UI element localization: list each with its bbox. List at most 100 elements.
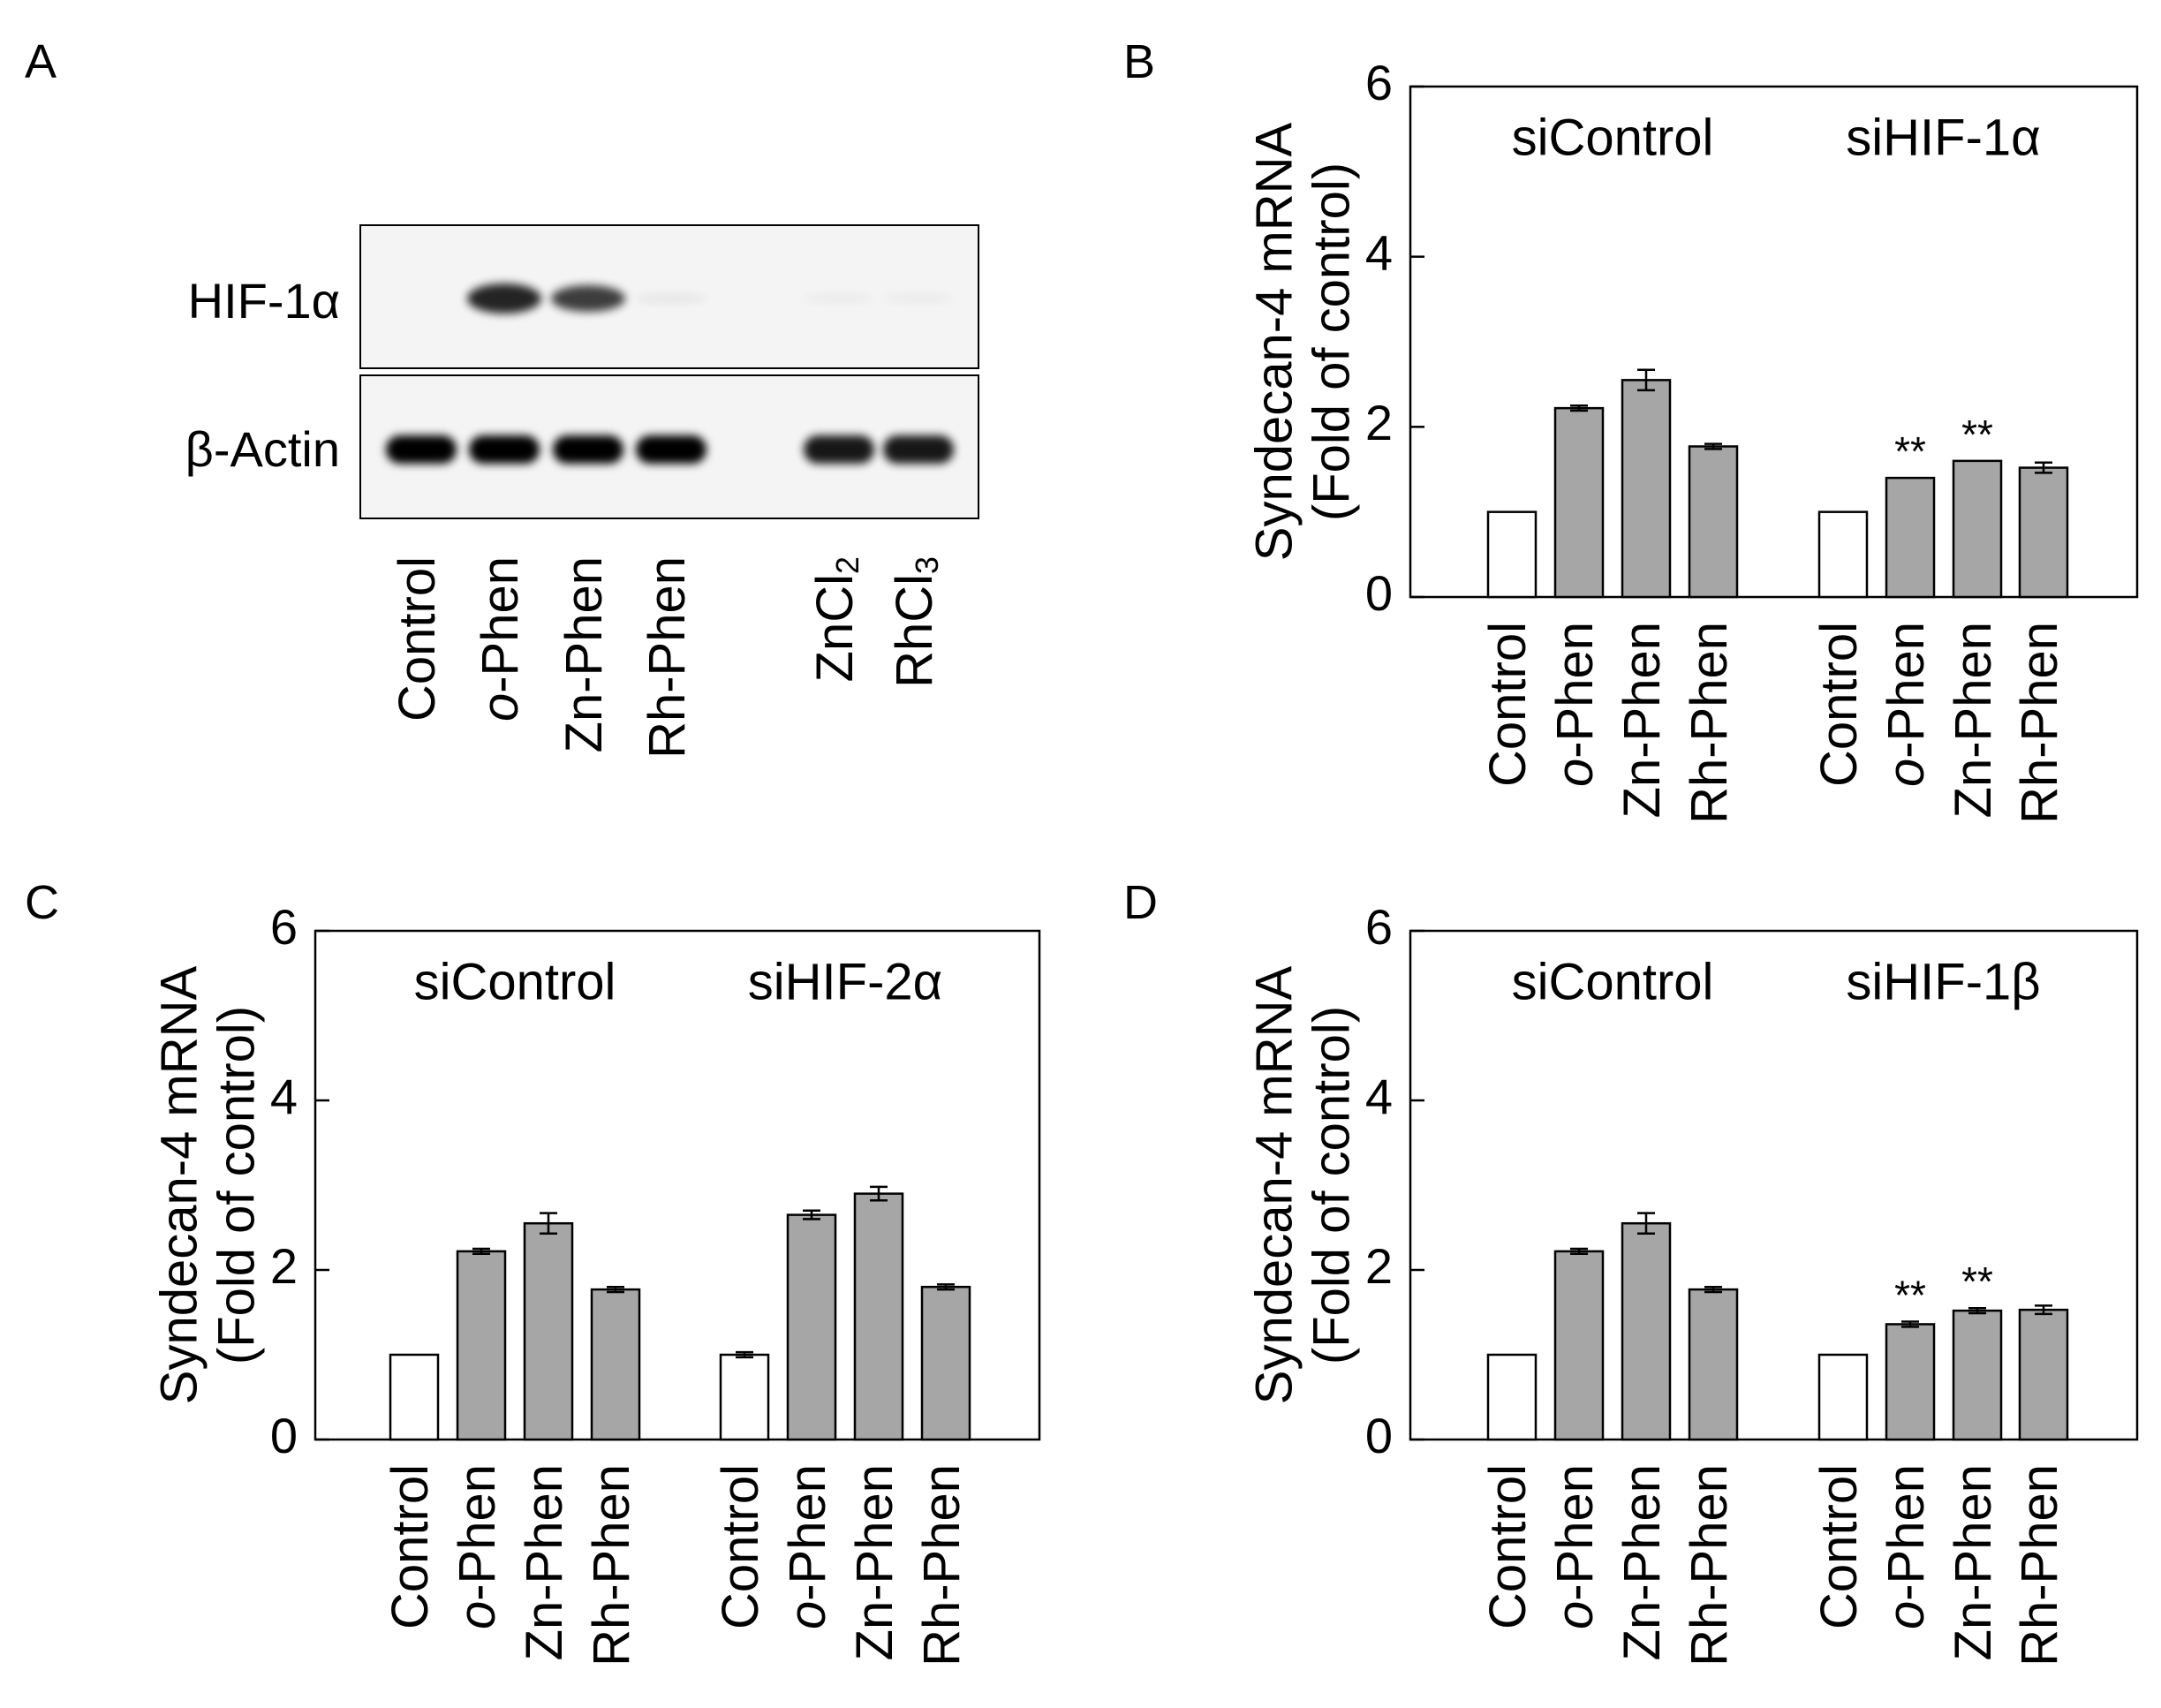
actin-band [386,435,457,464]
chart-panel-d: 0 2 4 6 Syndecan-4 mRNA (Fold of control) Cont… [1245,899,2139,1666]
y-tick-label: 0 [270,1408,298,1463]
bar-sihif-1-o-phen [1885,1323,1936,1441]
group-label-sihif-1: siHIF-1β [1846,953,2040,1010]
significance-marker: ** [1961,412,1993,457]
bar-sihif-1-rh-phen [2018,466,2069,599]
y-axis-label-line2: (Fold of control) [1303,1006,1360,1364]
bar-sicontrol-control [1486,1353,1538,1441]
bar-sicontrol-o-phen [1553,1250,1605,1441]
y-axis-label-line1: Syndecan-4 mRNA [150,965,208,1404]
group-label-sicontrol: siControl [1512,109,1714,166]
x-tick-label-control: Control [1810,1464,1868,1629]
hif-band [467,283,541,314]
hif-band [634,293,708,304]
x-tick-label-o-phen: o-Phen [1878,1464,1935,1629]
x-tick-label-zn-phen: Zn-Phen [1613,1464,1671,1660]
x-tick-label-control: Control [1810,622,1868,787]
bar-sicontrol-rh-phen [590,1288,641,1441]
y-tick-label: 0 [1365,1408,1393,1463]
lane-label-rhcl: RhCl3 [886,556,944,688]
x-tick-label-rh-phen: Rh-Phen [2011,1464,2068,1666]
actin-band [636,435,706,464]
x-tick-label-control: Control [712,1464,769,1629]
y-tick-label: 2 [270,1238,298,1294]
x-tick-label-rh-phen: Rh-Phen [1681,622,1738,824]
actin-band [469,435,540,464]
hif-band [881,293,956,304]
x-tick-label-o-phen: o-Phen [1546,622,1604,787]
panel-letter-a: A [25,35,57,88]
y-tick-label: 4 [1365,224,1393,280]
group-label-sihif-2: siHIF-2α [748,953,942,1010]
actin-band [553,435,623,464]
y-axis-label-line1: Syndecan-4 mRNA [1245,122,1303,561]
x-tick-label-rh-phen: Rh-Phen [2011,622,2068,824]
x-tick-label-rh-phen: Rh-Phen [1681,1464,1738,1666]
y-tick-label: 6 [1365,899,1393,955]
x-tick-label-rh-phen: Rh-Phen [913,1464,971,1666]
x-tick-label-control: Control [1479,622,1537,787]
bar-sihif-1-o-phen [1885,476,1936,599]
bar-sihif-1-zn-phen [1952,1309,2003,1441]
y-axis-label-line1: Syndecan-4 mRNA [1245,965,1303,1404]
plot-frame [314,929,1041,1441]
bar-sicontrol-zn-phen [1621,1221,1672,1441]
bar-sicontrol-control [1486,510,1538,599]
bar-sicontrol-o-phen [1553,406,1605,599]
lane-label-zn-phen: Zn-Phen [555,556,613,752]
x-tick-label-control: Control [1479,1464,1537,1629]
y-tick-label: 4 [270,1069,298,1124]
bar-sicontrol-control [389,1353,440,1441]
lane-label-o-phen: o-Phen [472,556,529,722]
bar-sihif-2-rh-phen [920,1285,971,1441]
group-label-sihif-1: siHIF-1α [1846,109,2040,166]
lane-label-zncl: ZnCl2 [806,556,865,682]
actin-band [883,435,954,464]
lane-label-rh-phen: Rh-Phen [638,556,696,759]
lane-label-control: Control [389,556,446,722]
plot-frame [1409,85,2139,599]
significance-marker: ** [1961,1258,1993,1304]
x-tick-label-zn-phen: Zn-Phen [516,1464,573,1660]
y-axis-label-line2: (Fold of control) [1303,162,1360,521]
y-tick-label: 2 [1365,1238,1393,1294]
y-tick-label: 0 [1365,565,1393,621]
bar-sihif-2-control [719,1353,770,1441]
chart-panel-c: 0 2 4 6 Syndecan-4 mRNA (Fold of control) Cont… [150,899,1041,1666]
x-tick-label-o-phen: o-Phen [1878,622,1935,787]
panel-letter-b: B [1123,35,1155,88]
group-label-sicontrol: siControl [1512,953,1714,1010]
chart-panel-b: 0 2 4 6 Syndecan-4 mRNA (Fold of control) Cont… [1245,55,2139,824]
bar-sihif-2-o-phen [786,1213,837,1441]
x-tick-label-zn-phen: Zn-Phen [1613,622,1671,818]
x-tick-label-zn-phen: Zn-Phen [1945,1464,2002,1660]
x-tick-label-o-phen: o-Phen [1546,1464,1604,1629]
blot-row-label-actin: β-Actin [185,421,340,477]
significance-marker: ** [1894,1273,1926,1319]
bar-sihif-2-zn-phen [853,1192,904,1441]
y-tick-label: 6 [1365,55,1393,110]
bar-sihif-1-rh-phen [2018,1308,2069,1441]
bar-sicontrol-rh-phen [1688,1288,1739,1441]
significance-marker: ** [1894,428,1926,474]
x-tick-label-control: Control [382,1464,439,1629]
x-tick-label-o-phen: o-Phen [779,1464,836,1629]
bar-sicontrol-o-phen [456,1250,507,1441]
x-tick-label-zn-phen: Zn-Phen [1945,622,2002,818]
bar-sihif-1-zn-phen [1952,459,2003,599]
bar-sihif-1-control [1817,1353,1869,1441]
plot-frame [1409,929,2139,1441]
y-tick-label: 4 [1365,1069,1393,1124]
hif-band [551,285,625,312]
bar-sihif-1-control [1817,510,1869,599]
y-tick-label: 2 [1365,395,1393,450]
x-tick-label-o-phen: o-Phen [449,1464,506,1629]
x-tick-label-zn-phen: Zn-Phen [846,1464,903,1660]
bar-sicontrol-zn-phen [523,1221,574,1441]
x-tick-label-rh-phen: Rh-Phen [583,1464,640,1666]
hif-band [802,293,876,304]
actin-band [804,435,874,464]
bar-sicontrol-zn-phen [1621,379,1672,599]
blot-row-label-hif: HIF-1α [188,273,340,329]
